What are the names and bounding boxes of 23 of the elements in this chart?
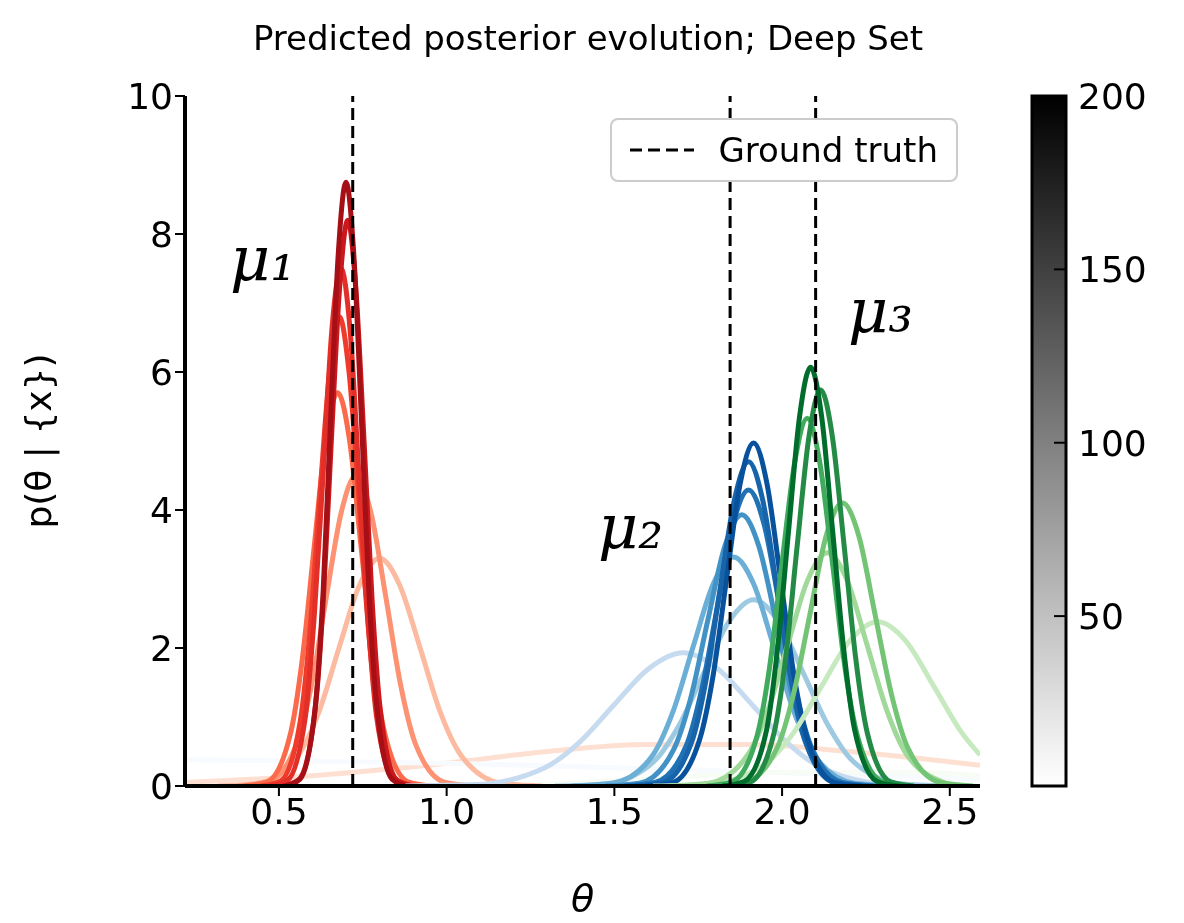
ref-line-label: Ground truth — [718, 130, 938, 170]
color-bar-label: 50 — [1078, 596, 1124, 638]
y-tick-label: 6 — [150, 351, 173, 393]
y-tick-label: 4 — [150, 489, 173, 531]
color-bar-label: 200 — [1078, 76, 1147, 117]
legend-box: Ground truth — [610, 118, 958, 182]
y-tick-label: 0 — [150, 765, 173, 807]
color-bar-label: 100 — [1078, 422, 1147, 464]
x-axis-title: θ — [570, 876, 595, 920]
x-tick-label: 1.0 — [418, 790, 476, 832]
y-tick-label: 8 — [150, 213, 173, 255]
x-tick-label: 2.5 — [921, 790, 979, 832]
x-tick-label: 2.0 — [753, 790, 811, 832]
annotation: μ₃ — [848, 274, 914, 347]
y-axis-title: p(θ | {x}) — [17, 353, 60, 529]
y-tick-label: 10 — [127, 75, 173, 117]
color-bar-label: 150 — [1078, 249, 1147, 291]
x-tick-label: 1.5 — [585, 790, 643, 832]
annotation: μ₁ — [230, 222, 296, 295]
y-tick-label: 2 — [150, 627, 173, 669]
annotation: μ₂ — [598, 490, 664, 563]
x-tick-label: 0.5 — [250, 790, 308, 832]
chart-title: Predicted posterior evolution; Deep Set — [251, 18, 925, 58]
